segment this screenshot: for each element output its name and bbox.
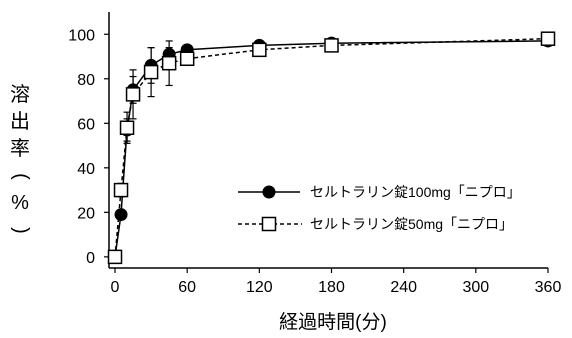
y-tick-label: 100	[68, 27, 95, 44]
data-point-open-square	[161, 55, 177, 71]
data-point-filled-circle	[114, 208, 128, 222]
data-point-open-square	[143, 64, 159, 80]
x-tick-label: 300	[462, 279, 489, 296]
legend-label-50mg: セルトラリン錠50mg「ニプロ」	[310, 216, 514, 232]
data-point-open-square	[107, 249, 123, 265]
legend-item-100mg: セルトラリン錠100mg「ニプロ」	[236, 176, 526, 208]
x-tick-label: 180	[318, 279, 345, 296]
legend-label-100mg: セルトラリン錠100mg「ニプロ」	[310, 184, 521, 200]
legend-item-50mg: セルトラリン錠50mg「ニプロ」	[236, 208, 526, 240]
x-tick-label: 360	[535, 279, 562, 296]
y-tick-label: 0	[86, 250, 95, 267]
data-point-open-square	[252, 42, 267, 58]
data-point-open-square	[324, 38, 339, 53]
x-tick-label: 0	[111, 279, 120, 296]
y-tick-label: 80	[77, 72, 95, 89]
series-line-0	[114, 40, 549, 258]
x-tick-label: 120	[246, 279, 273, 296]
data-point-open-square	[113, 182, 129, 198]
y-tick-label: 20	[77, 205, 95, 222]
data-point-open-square	[119, 120, 135, 136]
x-axis-label: 経過時間(分)	[279, 312, 387, 333]
y-axis-label: 溶出率(%)	[9, 84, 32, 234]
x-tick-label: 60	[178, 279, 196, 296]
y-tick-label: 40	[77, 161, 95, 178]
legend-swatch-filled-circle-solid	[238, 185, 300, 199]
data-point-open-square	[540, 31, 556, 46]
series-line-1	[114, 37, 549, 257]
data-point-open-square	[125, 87, 141, 102]
legend: セルトラリン錠100mg「ニプロ」 セルトラリン錠50mg「ニプロ」	[236, 176, 526, 240]
data-point-open-square	[179, 51, 195, 66]
y-tick-label: 60	[77, 116, 95, 133]
legend-swatch-open-square-dashed	[238, 216, 302, 232]
x-tick-label: 240	[390, 279, 417, 296]
